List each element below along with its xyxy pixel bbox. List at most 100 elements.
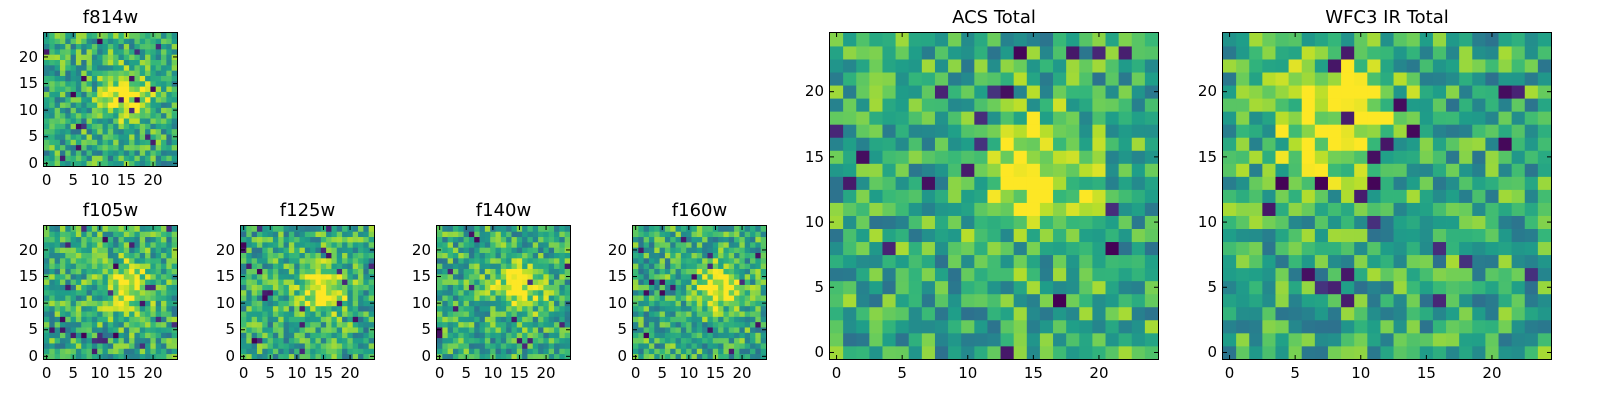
heatmap-cell [474,300,480,307]
heatmap-cell [44,305,50,312]
heatmap-cell [134,70,141,76]
heatmap-cell [442,337,449,344]
heatmap-cell [723,289,730,296]
heatmap-cell [696,311,703,317]
heatmap-cell [86,316,93,323]
heatmap-cell [113,112,119,119]
heatmap-cell [869,202,883,216]
heatmap-cell [664,300,671,307]
heatmap-cell [123,247,130,253]
heatmap-cell [718,316,724,323]
heatmap-cell [304,279,311,285]
heatmap-cell [70,316,77,323]
heatmap-cell [65,54,71,60]
heatmap-cell [686,305,692,312]
heatmap-cell [856,202,870,216]
heatmap-cell [527,316,534,323]
heatmap-cell [686,236,692,243]
heatmap-cell [1406,189,1421,203]
heatmap-cell [294,305,300,312]
heatmap-cell [75,144,82,151]
heatmap-cell [1026,280,1041,295]
heatmap-cell [310,273,316,280]
heatmap-cell [358,295,364,301]
heatmap-cell [1105,319,1120,334]
heatmap-cell [506,295,512,301]
heatmap-cell [484,247,491,253]
heatmap-cell [1380,111,1394,125]
heatmap-cell [70,284,77,291]
heatmap-cell [315,236,322,243]
heatmap-cell [59,144,66,151]
heatmap-cell [129,236,135,243]
heatmap-cell [272,241,279,248]
heatmap-cell [500,321,507,328]
heatmap-cell [468,305,475,312]
heatmap-cell [139,86,146,92]
heatmap-cell [145,257,151,264]
heatmap-cell [1066,46,1080,60]
heatmap-cell [675,343,682,349]
heatmap-cell [1327,280,1342,295]
heatmap-cell [680,316,687,323]
heatmap-cell [548,279,555,285]
heatmap-cell [358,263,364,269]
heatmap-cell [1236,163,1250,177]
heatmap-cell [1393,189,1408,203]
heatmap-cell [463,236,470,243]
heatmap-cell [1485,293,1499,308]
heatmap-cell [352,226,359,232]
heatmap-cell [670,257,676,264]
heatmap-cell [102,91,109,98]
heatmap-cell [331,268,338,275]
heatmap-cell [129,257,135,264]
heatmap-cell [113,118,119,124]
heatmap-cell [283,247,290,253]
heatmap-cell [506,247,512,253]
heatmap-cell [1314,85,1329,99]
heatmap-cell [299,263,306,269]
heatmap-cell [1118,189,1133,203]
heatmap-cell [670,241,676,248]
heatmap-cell [166,128,173,135]
heatmap-cell [123,236,130,243]
heatmap-cell [86,38,93,45]
heatmap-cell [1249,254,1263,269]
heatmap-cell [974,59,988,73]
heatmap-cell [511,316,518,323]
heatmap-cell [368,321,374,328]
heatmap-cell [1327,85,1342,99]
heatmap-cell [707,236,714,243]
heatmap-cell [702,226,708,232]
heatmap-cell [161,38,167,45]
heatmap-cell [474,236,480,243]
heatmap-cell [1079,202,1093,216]
heatmap-cell [1354,189,1368,203]
heatmap-cell [1066,280,1080,295]
heatmap-cell [347,279,354,285]
heatmap-cell [129,48,135,55]
heatmap-cell [134,59,141,66]
heatmap-cell [479,273,486,280]
heatmap-cell [1039,202,1054,216]
heatmap-cell [150,64,157,71]
heatmap-cell [760,236,766,243]
heatmap-cell [315,257,322,264]
heatmap-cell [527,257,534,264]
heatmap-cell [166,353,173,359]
heatmap-cell [760,226,766,232]
heatmap-cell [543,332,550,339]
heatmap-cell [522,289,528,296]
heatmap-cell [548,353,555,359]
heatmap-cell [54,337,61,344]
heatmap-cell [484,279,491,285]
heatmap-cell [81,144,87,151]
heatmap-cell [516,263,523,269]
heatmap-cell [1144,293,1158,308]
heatmap-cell [1144,215,1158,229]
heatmap-cell [680,236,687,243]
heatmap-cell [506,263,512,269]
heatmap-cell [145,311,151,317]
heatmap-cell [81,102,87,108]
heatmap-cell [107,327,114,333]
